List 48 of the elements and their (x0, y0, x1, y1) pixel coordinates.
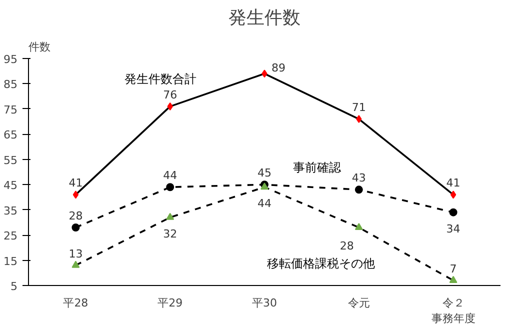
y-tick-label: 15 (4, 254, 18, 268)
point (166, 183, 174, 192)
data-label: 7 (450, 262, 457, 276)
data-label: 41 (446, 176, 460, 190)
y-tick-label: 35 (4, 204, 18, 218)
x-tick-label: 令２事務年度 (431, 296, 476, 326)
data-label: 71 (352, 101, 366, 114)
x-tick-label: 令元 (348, 296, 370, 310)
data-label: 41 (68, 176, 83, 190)
y-tick-label: 65 (4, 128, 18, 142)
y-axis-title: 件数 (28, 40, 50, 54)
point (72, 190, 79, 199)
data-label: 45 (258, 166, 272, 180)
x-tick-label: 平30 (252, 296, 277, 310)
data-label: 28 (68, 209, 83, 222)
y-tick-label: 95 (4, 53, 18, 66)
data-label: 44 (163, 169, 178, 182)
point (72, 260, 80, 268)
data-label: 44 (258, 197, 272, 210)
data-label: 89 (272, 62, 286, 75)
y-tick-label: 5 (10, 280, 18, 293)
point (166, 212, 174, 220)
data-label: 34 (446, 222, 460, 236)
data-label: 28 (340, 239, 354, 252)
series-label: 移転価格課税その他 (267, 256, 376, 270)
point (356, 115, 362, 124)
data-label: 76 (163, 88, 178, 102)
data-label: 43 (352, 172, 366, 185)
point (449, 276, 458, 283)
point (72, 223, 80, 232)
series-label: 事前確認 (292, 160, 341, 175)
point (449, 208, 458, 216)
x-tick-label: 平28 (63, 296, 88, 310)
y-tick-label: 55 (4, 154, 18, 167)
y-tick-label: 45 (4, 179, 18, 192)
series-label: 発生件数合計 (124, 72, 197, 86)
chart-title: 発生件数 (228, 8, 300, 28)
point (262, 70, 268, 78)
point (450, 190, 456, 199)
point (354, 222, 363, 230)
data-label: 32 (163, 227, 178, 240)
y-tick-label: 85 (4, 78, 18, 92)
point (167, 102, 173, 110)
y-tick-label: 75 (4, 103, 18, 116)
point (354, 186, 363, 194)
x-tick-label: 平29 (158, 296, 183, 310)
data-label: 13 (68, 247, 83, 260)
y-tick-label: 25 (4, 230, 18, 243)
